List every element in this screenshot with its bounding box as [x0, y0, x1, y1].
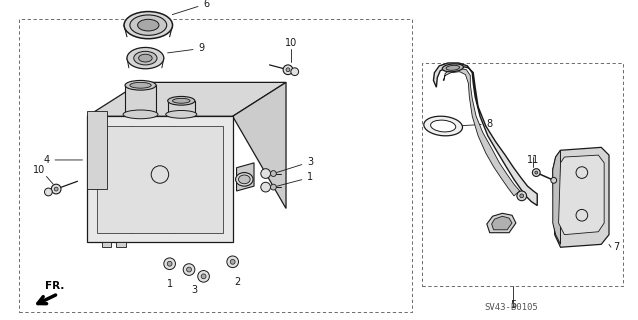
Circle shape — [164, 258, 175, 269]
Circle shape — [45, 188, 52, 196]
Ellipse shape — [446, 65, 459, 70]
Polygon shape — [553, 150, 561, 244]
Text: 10: 10 — [285, 38, 297, 48]
Circle shape — [261, 182, 271, 192]
Circle shape — [520, 194, 524, 198]
Ellipse shape — [127, 47, 164, 69]
Circle shape — [291, 68, 299, 76]
Circle shape — [201, 274, 206, 279]
Circle shape — [230, 260, 235, 264]
Circle shape — [271, 171, 276, 176]
Ellipse shape — [172, 98, 190, 103]
Ellipse shape — [138, 54, 152, 62]
Circle shape — [167, 261, 172, 266]
Circle shape — [227, 256, 239, 268]
Polygon shape — [487, 213, 516, 233]
Text: 3: 3 — [191, 285, 197, 295]
Text: 1: 1 — [167, 279, 173, 289]
Ellipse shape — [138, 19, 159, 31]
Circle shape — [261, 169, 271, 178]
Ellipse shape — [123, 110, 158, 119]
Polygon shape — [87, 111, 107, 189]
Ellipse shape — [166, 110, 197, 118]
Text: 10: 10 — [33, 165, 45, 175]
Polygon shape — [237, 163, 254, 191]
Circle shape — [286, 68, 290, 72]
Circle shape — [198, 270, 209, 282]
Polygon shape — [492, 216, 512, 230]
Circle shape — [183, 264, 195, 276]
Text: 5: 5 — [510, 300, 516, 310]
Ellipse shape — [239, 175, 250, 184]
Ellipse shape — [130, 82, 151, 88]
Text: 2: 2 — [234, 277, 241, 287]
Polygon shape — [97, 126, 223, 233]
Circle shape — [551, 177, 556, 183]
Polygon shape — [168, 101, 195, 116]
Ellipse shape — [125, 80, 156, 90]
Ellipse shape — [442, 64, 463, 72]
Text: 8: 8 — [457, 119, 493, 129]
Polygon shape — [443, 68, 520, 196]
Polygon shape — [87, 82, 286, 116]
Polygon shape — [101, 243, 112, 247]
Polygon shape — [87, 116, 233, 243]
Text: 6: 6 — [172, 0, 209, 15]
Polygon shape — [116, 243, 126, 247]
Circle shape — [271, 184, 276, 190]
Text: 7: 7 — [613, 242, 619, 252]
Text: 11: 11 — [527, 155, 540, 165]
Circle shape — [532, 169, 540, 176]
Ellipse shape — [235, 172, 253, 186]
Ellipse shape — [124, 12, 172, 39]
Ellipse shape — [431, 120, 456, 132]
Ellipse shape — [134, 51, 157, 65]
Text: FR.: FR. — [45, 281, 64, 291]
Polygon shape — [559, 155, 604, 235]
Text: 4: 4 — [43, 155, 82, 165]
Circle shape — [283, 65, 293, 75]
Text: 3: 3 — [276, 157, 313, 173]
Polygon shape — [125, 85, 156, 116]
Text: 1: 1 — [276, 172, 313, 187]
Circle shape — [54, 187, 58, 191]
Circle shape — [186, 267, 191, 272]
Ellipse shape — [424, 116, 463, 136]
Text: SV43-B0105: SV43-B0105 — [485, 303, 538, 312]
Circle shape — [517, 191, 526, 201]
Circle shape — [51, 184, 61, 194]
Ellipse shape — [130, 15, 167, 35]
Ellipse shape — [168, 96, 195, 105]
Text: 9: 9 — [168, 44, 205, 53]
Circle shape — [535, 171, 538, 174]
Polygon shape — [553, 147, 609, 247]
Polygon shape — [233, 82, 286, 208]
Polygon shape — [433, 63, 537, 205]
